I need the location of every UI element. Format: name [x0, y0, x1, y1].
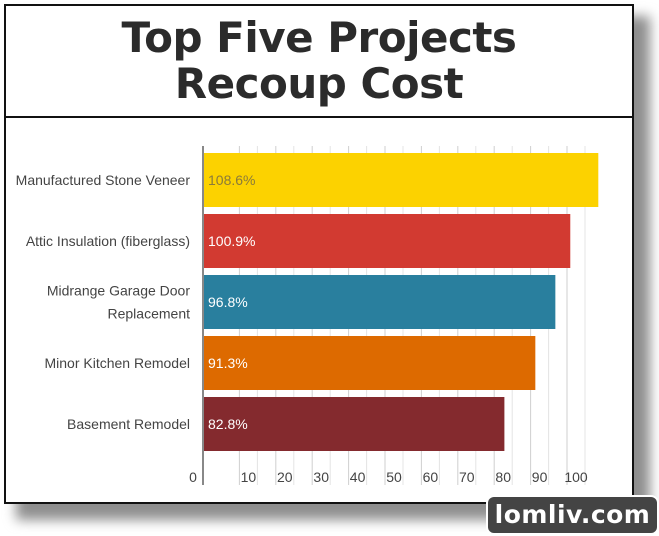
category-label-1-0: Attic Insulation (fiberglass) — [26, 233, 190, 249]
category-label-4-0: Basement Remodel — [67, 416, 190, 432]
title-line-1: Top Five Projects — [121, 13, 517, 62]
bar-3 — [203, 336, 536, 390]
category-label-2-0: Midrange Garage Door — [47, 283, 191, 299]
bar-0 — [203, 153, 599, 207]
title-line-2: Recoup Cost — [174, 59, 464, 108]
x-tick-label-2: 20 — [277, 469, 293, 485]
x-tick-label-1: 10 — [241, 469, 257, 485]
category-label-0-0: Manufactured Stone Veneer — [16, 172, 191, 188]
data-label-0: 108.6% — [208, 172, 255, 188]
x-tick-label-0: 0 — [189, 469, 197, 485]
x-tick-label-3: 30 — [313, 469, 329, 485]
x-tick-label-10: 100 — [564, 469, 588, 485]
x-tick-label-5: 50 — [386, 469, 402, 485]
category-label-2-1: Replacement — [108, 306, 191, 322]
chart-title: Top Five Projects Recoup Cost — [6, 6, 632, 118]
category-label-3-0: Minor Kitchen Remodel — [44, 355, 190, 371]
data-label-1: 100.9% — [208, 233, 255, 249]
x-tick-label-6: 60 — [423, 469, 439, 485]
bar-1 — [203, 214, 571, 268]
watermark: lomliv.com — [488, 497, 657, 533]
x-tick-label-7: 70 — [459, 469, 475, 485]
data-label-3: 91.3% — [208, 355, 248, 371]
data-label-2: 96.8% — [208, 294, 248, 310]
x-tick-label-9: 90 — [532, 469, 548, 485]
bar-2 — [203, 275, 556, 329]
x-tick-label-4: 40 — [350, 469, 366, 485]
x-tick-label-8: 80 — [495, 469, 511, 485]
data-label-4: 82.8% — [208, 416, 248, 432]
bar-4 — [203, 397, 505, 451]
